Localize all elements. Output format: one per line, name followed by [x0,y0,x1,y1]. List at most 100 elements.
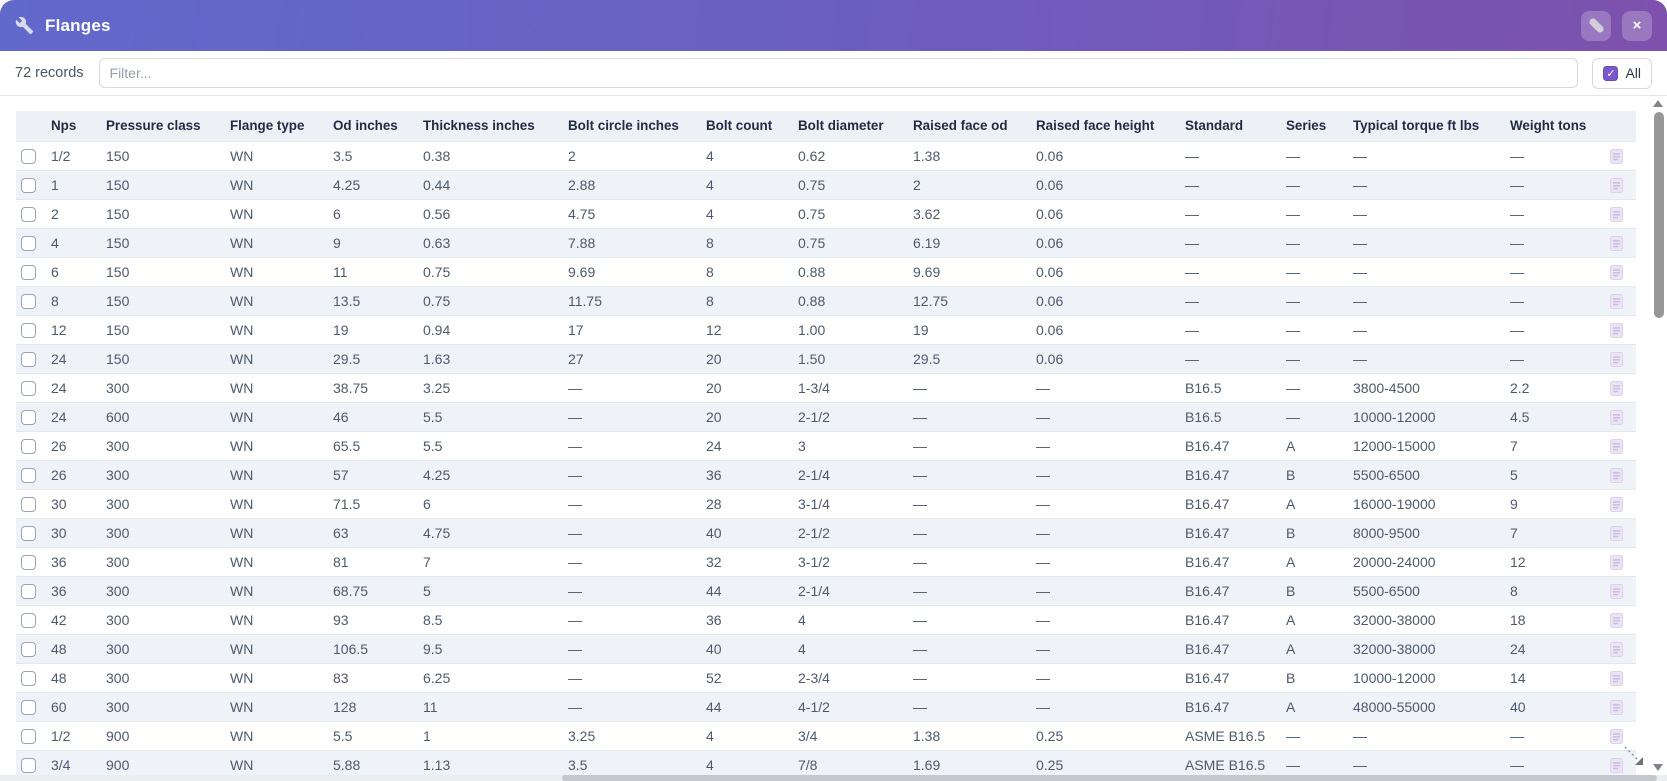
select-all-button[interactable]: ✓ All [1592,57,1652,89]
column-header[interactable]: Standard [1185,111,1286,141]
table-row[interactable]: 42 300 WN 93 8.5—36 4— — B16.47 A 32000-38000 18 [16,604,1636,634]
table-cell: 24 [706,430,798,460]
row-checkbox[interactable] [21,177,36,193]
row-checkbox[interactable] [21,612,36,628]
document-icon[interactable] [1610,757,1623,773]
document-icon[interactable] [1610,728,1623,744]
row-checkbox[interactable] [21,293,36,309]
document-icon[interactable] [1610,438,1623,454]
column-header[interactable]: Typical torque ft lbs [1353,111,1510,141]
document-icon[interactable] [1610,322,1623,338]
document-icon[interactable] [1610,612,1623,628]
table-cell: — [913,691,1036,721]
row-checkbox[interactable] [21,235,36,251]
row-checkbox[interactable] [21,467,36,483]
column-header[interactable]: Raised face height [1036,111,1185,141]
row-checkbox[interactable] [21,351,36,367]
table-cell: 19 [333,314,423,344]
document-icon[interactable] [1610,525,1623,541]
table-row[interactable]: 1/2 150 WN 3.5 0.38 2 4 0.62 1.38 0.06— — — — [16,140,1636,170]
row-checkbox[interactable] [21,728,36,744]
table-cell: — [1286,720,1353,750]
document-icon[interactable] [1610,177,1623,193]
table-row[interactable]: 48 300 WN 83 6.25—52 2-3/4— — B16.47 B 10000-1200… [16,662,1636,692]
row-checkbox[interactable] [21,264,36,280]
close-button[interactable]: × [1622,10,1652,41]
row-checkbox[interactable] [21,438,36,454]
column-header[interactable]: Od inches [333,111,423,141]
document-icon[interactable] [1610,351,1623,367]
scroll-up-arrow-icon[interactable] [1653,100,1663,107]
row-checkbox[interactable] [21,322,36,338]
document-icon[interactable] [1610,467,1623,483]
table-row[interactable]: 26 300 WN 57 4.25—36 2-1/4— — B16.47 B 5500-6500 5 [16,459,1636,489]
row-checkbox[interactable] [21,670,36,686]
table-row[interactable]: 2 150 WN 6 0.56 4.75 4 0.75 3.62 0.06— — — — [16,198,1636,228]
column-header[interactable]: Bolt circle inches [568,111,706,141]
row-checkbox[interactable] [21,699,36,715]
row-checkbox[interactable] [21,554,36,570]
document-icon[interactable] [1610,670,1623,686]
table-row[interactable]: 3/4 900 WN 5.88 1.13 3.5 4 7/8 1.69 0.25 ASME B16.… [16,749,1636,780]
column-header[interactable]: Thickness inches [423,111,568,141]
table-row[interactable]: 4 150 WN 9 0.63 7.88 8 0.75 6.19 0.06— — — — [16,227,1636,257]
table-row[interactable]: 26 300 WN 65.5 5.5—24 3— — B16.47 A 12000-15000 7 [16,430,1636,460]
column-header[interactable]: Nps [51,111,106,141]
table-cell: 0.44 [423,169,568,199]
document-icon[interactable] [1610,235,1623,251]
table-cell: — [1353,227,1510,257]
table-row[interactable]: 24 300 WN 38.75 3.25—20 1-3/4— — B16.5—3800-450… [16,372,1636,402]
document-icon[interactable] [1610,496,1623,512]
row-checkbox[interactable] [21,148,36,164]
table-row[interactable]: 36 300 WN 68.75 5—44 2-1/4— — B16.47 B 5500-6500 8 [16,575,1636,605]
column-header[interactable]: Bolt count [706,111,798,141]
document-icon[interactable] [1610,641,1623,657]
document-icon[interactable] [1610,264,1623,280]
document-icon[interactable] [1610,206,1623,222]
row-checkbox[interactable] [21,641,36,657]
document-icon[interactable] [1610,409,1623,425]
table-row[interactable]: 30 300 WN 63 4.75—40 2-1/2— — B16.47 B 8000-9500 7 [16,517,1636,547]
row-checkbox[interactable] [21,757,36,773]
edit-button[interactable] [1581,10,1611,41]
filter-input[interactable] [98,58,1579,88]
row-checkbox[interactable] [21,206,36,222]
title-bar: Flanges × [0,0,1667,51]
document-icon[interactable] [1610,380,1623,396]
scroll-down-arrow-icon[interactable] [1653,764,1663,771]
table-row[interactable]: 36 300 WN 81 7—32 3-1/2— — B16.47 A 20000-24000 12 [16,546,1636,576]
table-cell: 150 [106,285,230,315]
table-row[interactable]: 60 300 WN 128 11—44 4-1/2— — B16.47 A 48000-55000… [16,691,1636,721]
table-row[interactable]: 1 150 WN 4.25 0.44 2.88 4 0.75 2 0.06— — — — [16,169,1636,199]
document-icon[interactable] [1610,293,1623,309]
document-icon[interactable] [1610,554,1623,570]
document-icon[interactable] [1610,148,1623,164]
table-row[interactable]: 12 150 WN 19 0.94 17 12 1.00 19 0.06— — — — [16,314,1636,344]
table-row[interactable]: 30 300 WN 71.5 6—28 3-1/4— — B16.47 A 16000-19000… [16,488,1636,518]
table-row[interactable]: 24 600 WN 46 5.5—20 2-1/2— — B16.5—10000-12000 4… [16,401,1636,431]
column-header[interactable]: Series [1286,111,1353,141]
column-header[interactable]: Bolt diameter [798,111,913,141]
row-checkbox[interactable] [21,525,36,541]
table-row[interactable]: 1/2 900 WN 5.5 1 3.25 4 3/4 1.38 0.25 ASME B16.5— —… [16,720,1636,750]
column-header[interactable]: Pressure class [106,111,230,141]
row-document-cell [1610,575,1636,605]
row-checkbox[interactable] [21,380,36,396]
table-cell: 3-1/4 [798,488,913,518]
column-header[interactable]: Flange type [230,111,333,141]
horizontal-scrollbar-track[interactable] [0,775,1667,781]
column-header[interactable]: Weight tons [1510,111,1610,141]
table-row[interactable]: 6 150 WN 11 0.75 9.69 8 0.88 9.69 0.06— — — — [16,256,1636,286]
row-checkbox[interactable] [21,409,36,425]
table-row[interactable]: 24 150 WN 29.5 1.63 27 20 1.50 29.5 0.06— — — — [16,343,1636,373]
row-checkbox[interactable] [21,496,36,512]
table-cell: 106.5 [333,633,423,663]
horizontal-scrollbar-thumb[interactable] [562,775,1657,781]
table-row[interactable]: 8 150 WN 13.5 0.75 11.75 8 0.88 12.75 0.06— — — — [16,285,1636,315]
row-checkbox[interactable] [21,583,36,599]
column-header[interactable]: Raised face od [913,111,1036,141]
document-icon[interactable] [1610,699,1623,715]
document-icon[interactable] [1610,583,1623,599]
vertical-scrollbar-thumb[interactable] [1654,112,1664,318]
table-row[interactable]: 48 300 WN 106.5 9.5—40 4— — B16.47 A 32000-38000 2… [16,633,1636,663]
